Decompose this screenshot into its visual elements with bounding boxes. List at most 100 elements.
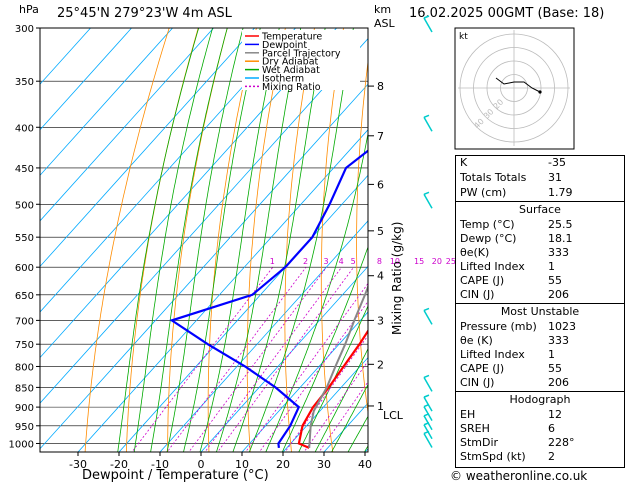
- mixing-ratio-line: [204, 266, 342, 452]
- wind-barb-shaft: [423, 377, 433, 392]
- surface-key: CIN (J): [460, 288, 495, 301]
- wind-barb-flag: [423, 394, 430, 398]
- isotherm-line: [40, 28, 297, 313]
- most-unstable-title: Most Unstable: [500, 305, 580, 318]
- hpa-label: hPa: [19, 3, 39, 16]
- mixing-ratio-line: [166, 266, 307, 452]
- wind-barb-flag: [423, 374, 430, 379]
- wind-barb-flag: [423, 422, 430, 426]
- km-tick-label: 6: [377, 178, 384, 191]
- surface-table: Surface Temp (°C) 25.5 Dewp (°C) 18.1 θe(K…: [455, 201, 625, 306]
- km-tick-label: 8: [377, 80, 384, 93]
- dry-adiabat-line: [207, 28, 257, 452]
- pressure-tick-label: 600: [15, 263, 34, 274]
- isotherm-line: [40, 83, 368, 450]
- mu-key: CAPE (J): [460, 362, 505, 375]
- wind-barb-shaft: [423, 17, 433, 33]
- legend-label: Wet Adiabat: [262, 65, 320, 76]
- wind-barb: [423, 430, 433, 448]
- mu-value: 55: [548, 362, 562, 375]
- mu-value: 333: [548, 334, 569, 347]
- wind-barb-flag: [423, 15, 430, 19]
- pressure-tick-label: 700: [15, 316, 34, 327]
- surface-row: Lifted Index 1: [456, 260, 624, 275]
- hodo-key: StmDir: [460, 436, 499, 449]
- wind-barb: [423, 374, 433, 392]
- mixing-ratio-label: 4: [339, 257, 344, 266]
- mixing-ratio-label: 10: [390, 257, 400, 266]
- y-axis-label-right: Mixing Ratio (g/kg): [390, 221, 404, 335]
- isotherm-line: [241, 311, 368, 452]
- profile-dewpoint: [169, 149, 368, 449]
- legend-label: Mixing Ratio: [262, 82, 321, 93]
- hodo-key: StmSpd (kt): [460, 450, 526, 463]
- temp-tick-label: 10: [235, 458, 249, 471]
- wet-adiabat-line: [281, 245, 368, 452]
- dry-adiabat-line: [84, 28, 170, 452]
- index-key: K: [460, 156, 468, 169]
- wet-adiabat-line: [166, 28, 244, 452]
- wet-adiabat-line: [298, 304, 368, 452]
- wind-barb: [423, 114, 433, 132]
- wind-barb: [423, 15, 433, 33]
- pressure-tick-label: 550: [15, 233, 34, 244]
- mu-row: Pressure (mb) 1023: [456, 320, 624, 335]
- pressure-tick-label: 800: [15, 362, 34, 373]
- surface-title: Surface: [519, 203, 561, 216]
- index-row: PW (cm) 1.79: [456, 186, 624, 201]
- wet-adiabat-line: [232, 28, 326, 452]
- index-value: 1.79: [548, 186, 573, 199]
- location-title: 25°45'N 279°23'W 4m ASL: [57, 6, 232, 21]
- mixing-ratio-label: 20: [432, 257, 442, 266]
- mixing-ratio-label: 5: [351, 257, 356, 266]
- surface-row: CIN (J) 206: [456, 288, 624, 303]
- surface-value: 1: [548, 260, 555, 273]
- index-key: PW (cm): [460, 186, 507, 199]
- hodo-row: StmDir 228°: [456, 436, 624, 451]
- wet-adiabat-line: [150, 28, 228, 452]
- pressure-tick-label: 350: [15, 77, 34, 88]
- mixing-ratio-line: [131, 266, 274, 452]
- mixing-ratio-label: 3: [324, 257, 329, 266]
- wind-barb-flag: [423, 191, 430, 195]
- lcl-label: LCL: [383, 409, 404, 422]
- wind-barb: [423, 394, 433, 412]
- profile-parcel-trajectory: [308, 284, 368, 448]
- pressure-tick-label: 900: [15, 403, 34, 414]
- mu-row: θe (K) 333: [456, 334, 624, 349]
- temp-tick-label: -30: [69, 458, 87, 471]
- isotherm-line: [40, 28, 256, 268]
- wet-adiabat-line: [248, 28, 354, 452]
- temp-tick-label: 40: [358, 458, 372, 471]
- hodo-value: 6: [548, 422, 555, 435]
- pressure-tick-label: 850: [15, 383, 34, 394]
- temp-tick-label: 20: [276, 458, 290, 471]
- km-tick-label: 1: [377, 400, 384, 413]
- wet-adiabat-line: [183, 28, 261, 452]
- pressure-tick-label: 400: [15, 123, 34, 134]
- legend-label: Temperature: [261, 32, 322, 43]
- hodo-row: EH 12: [456, 408, 624, 423]
- wet-adiabat-line: [133, 28, 214, 452]
- wind-barb: [423, 307, 433, 325]
- surface-key: Lifted Index: [460, 260, 525, 273]
- hodograph-frame: [454, 27, 575, 150]
- dry-adiabat-line: [284, 28, 315, 452]
- mixing-ratio-label: 15: [414, 257, 424, 266]
- pressure-tick-label: 950: [15, 422, 34, 433]
- hodograph-unit-label: kt: [459, 32, 468, 42]
- isotherm-line: [40, 28, 174, 176]
- wind-barb-shaft: [423, 310, 433, 325]
- hodo-key: SREH: [460, 422, 490, 435]
- hodograph-title: Hodograph: [509, 393, 571, 406]
- hodo-row: SREH 6: [456, 422, 624, 437]
- index-key: Totals Totals: [460, 171, 527, 184]
- wet-adiabat-line: [314, 347, 368, 452]
- surface-key: Dewp (°C): [460, 232, 517, 245]
- wind-barb: [423, 191, 433, 209]
- wet-adiabat-line: [265, 131, 368, 452]
- wind-barb-shaft: [423, 193, 433, 209]
- km-tick-label: 3: [377, 314, 384, 327]
- hodograph-storm-marker: [538, 90, 542, 94]
